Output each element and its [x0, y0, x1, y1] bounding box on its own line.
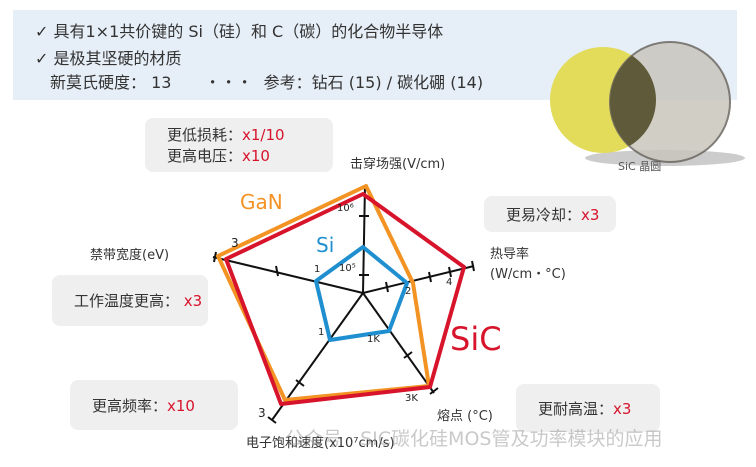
- tick-label: 10⁵: [339, 263, 356, 274]
- bullet-1: ✓ 具有1×1共价键的 Si（硅）和 C（碳）的化合物半导体: [35, 22, 444, 41]
- hardness-label: 新莫氏硬度：: [50, 73, 147, 92]
- callout-value: x10: [242, 147, 270, 165]
- callout-label: 更耐高温：: [538, 399, 614, 418]
- callout-cooling: 更易冷却：x3: [484, 196, 616, 232]
- callout-label: 更低损耗：: [167, 126, 243, 144]
- axis-bandgap: [212, 256, 364, 294]
- callout-label: 更高电压：: [167, 147, 243, 165]
- callout-heat: 更耐高温：x3: [516, 384, 660, 432]
- callout-frequency: 更高频率：x10: [70, 380, 238, 430]
- series-gan-polygon: [216, 184, 431, 402]
- callout-value: x3: [183, 292, 203, 310]
- tick-label: 4: [446, 277, 453, 288]
- callout-label: 更易冷却：: [506, 205, 582, 224]
- axis-label-saturation: 电子饱和速度(x10⁷cm/s): [246, 436, 395, 451]
- bullet-text: 具有1×1共价键的 Si（硅）和 C（碳）的化合物半导体: [53, 22, 444, 41]
- tick-label: 3: [258, 406, 266, 420]
- tick-label: 10⁶: [337, 203, 354, 214]
- callout-value: x10: [167, 396, 195, 415]
- watermark: 公众号 · SIC碳化硅MOS管及功率模块的应用: [285, 428, 663, 450]
- axis-breakdown: [362, 184, 366, 294]
- dots: ・・・: [204, 73, 253, 92]
- hardness-value: 13: [151, 73, 172, 92]
- bullet-text: 是极其坚硬的材质: [53, 49, 182, 68]
- series-si-polygon: [314, 245, 409, 342]
- tick-label: 1K: [367, 334, 380, 345]
- hardness-line: 新莫氏硬度： 13 ・・・ 参考：钻石 (15) / 碳化硼 (14): [50, 69, 483, 93]
- series-label-sic: SiC: [450, 320, 502, 358]
- tick-marks: [213, 215, 475, 424]
- axis-label-thermal: 热导率: [490, 247, 530, 262]
- bullet-2: ✓ 是极其坚硬的材质: [35, 49, 182, 68]
- callout-temperature: 工作温度更高： x3: [52, 275, 208, 326]
- callout-label: 更高频率：: [92, 396, 168, 415]
- tick-label: 1: [318, 327, 325, 338]
- hardness-reference: 参考：钻石 (15) / 碳化硼 (14): [263, 73, 484, 92]
- tick-label: 2: [405, 286, 412, 297]
- axis-melting: [362, 292, 435, 394]
- wafer-caption: SiC 晶圆: [618, 160, 662, 173]
- axis-label-bandgap: 禁带宽度(eV): [90, 248, 170, 263]
- callout-loss-voltage: 更低损耗：x1/10 更高电压：x10: [145, 118, 333, 172]
- axis-label-breakdown: 击穿场强(V/cm): [350, 157, 446, 172]
- series-label-si: Si: [316, 233, 335, 257]
- callout-value: x3: [581, 205, 600, 224]
- callout-label: 工作温度更高：: [74, 292, 180, 310]
- series-sic-polygon: [224, 192, 466, 406]
- axis-label-melting: 熔点 (°C): [437, 409, 493, 424]
- tick-label: 3: [231, 236, 239, 250]
- callout-value: x3: [613, 399, 632, 418]
- tick-label: 3K: [405, 393, 418, 404]
- series-label-gan: GaN: [240, 190, 283, 214]
- tick-label: 1: [314, 264, 321, 275]
- callout-value: x1/10: [242, 126, 285, 144]
- axis-thermal: [362, 265, 475, 294]
- axis-label-thermal-unit: (W/cm・°C): [490, 267, 566, 282]
- sic-wafer-image: [550, 41, 745, 166]
